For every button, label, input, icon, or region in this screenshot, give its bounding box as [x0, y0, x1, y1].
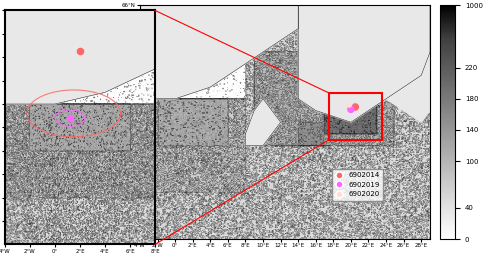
Polygon shape — [368, 5, 430, 122]
Point — [76, 49, 84, 53]
Bar — [329, 93, 382, 140]
Point — [347, 107, 355, 112]
Point — [66, 116, 74, 120]
Polygon shape — [155, 104, 205, 151]
Polygon shape — [246, 99, 280, 146]
Point — [352, 105, 360, 109]
Polygon shape — [298, 5, 430, 122]
Polygon shape — [5, 10, 230, 104]
Point — [345, 103, 353, 107]
Legend: 6902014, 6902019, 6902020: 6902014, 6902019, 6902020 — [332, 169, 383, 201]
Polygon shape — [140, 5, 298, 99]
